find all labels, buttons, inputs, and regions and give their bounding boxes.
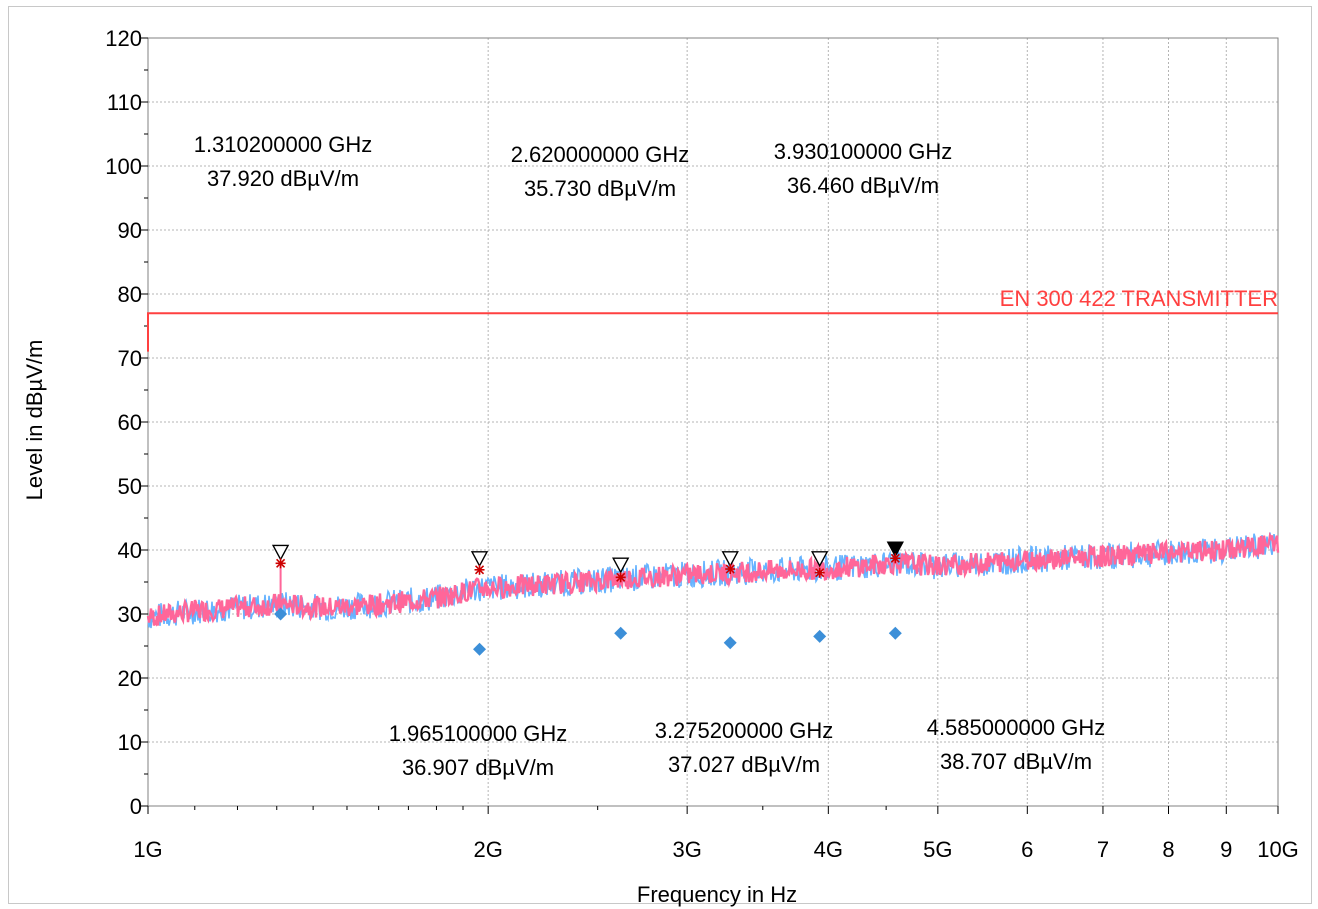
star-marker	[474, 564, 485, 575]
y-tick-label: 20	[118, 666, 142, 691]
diamond-marker	[813, 629, 827, 643]
annotation-freq: 3.930100000 GHz	[774, 139, 953, 164]
x-tick-label: 8	[1162, 837, 1174, 862]
x-axis-label: Frequency in Hz	[637, 882, 797, 907]
annotation-level: 36.460 dBµV/m	[787, 173, 939, 198]
chart-frame	[8, 6, 1312, 904]
y-tick-label: 60	[118, 410, 142, 435]
marker-annotations: 1.310200000 GHz 37.920 dBµV/m 2.62000000…	[194, 132, 1106, 780]
annotation-freq: 3.275200000 GHz	[655, 718, 834, 743]
peak-marker	[612, 557, 630, 574]
limit-line-path	[147, 312, 1278, 352]
y-tick-label: 70	[118, 346, 142, 371]
star-marker	[814, 567, 825, 578]
star-marker-stroke	[815, 568, 825, 578]
y-tick-label: 50	[118, 474, 142, 499]
y-tick-label: 10	[118, 730, 142, 755]
annotation-level: 38.707 dBµV/m	[940, 749, 1092, 774]
peak-marker	[811, 551, 829, 568]
x-tick-label: 9	[1220, 837, 1232, 862]
annotation-level: 37.920 dBµV/m	[207, 166, 359, 191]
peak-marker	[470, 551, 489, 568]
x-tick-label: 3G	[672, 837, 701, 862]
y-axis-label: Level in dBµV/m	[22, 340, 47, 501]
diamond-marker	[888, 626, 902, 640]
annotation-freq: 1.965100000 GHz	[389, 721, 568, 746]
peak-marker	[271, 544, 290, 561]
annotation-level: 37.027 dBµV/m	[668, 752, 820, 777]
limit-line-label: EN 300 422 TRANSMITTER	[1000, 286, 1278, 311]
x-tick-label: 4G	[814, 837, 843, 862]
diamond-marker	[473, 642, 487, 656]
axes: 0 10 20 30 40 50 60 70 80 90 100 110 120 1G 2G 3G 4G 5G 6 7…	[105, 26, 1299, 862]
series	[146, 531, 1280, 629]
x-tick-label: 7	[1097, 837, 1109, 862]
star-marker-stroke	[474, 565, 485, 575]
diamond-marker	[614, 626, 628, 640]
y-tick-label: 30	[118, 602, 142, 627]
limit-line: EN 300 422 TRANSMITTER	[147, 286, 1278, 352]
x-tick-label: 6	[1021, 837, 1033, 862]
y-tick-label: 90	[118, 218, 142, 243]
trace	[146, 531, 1280, 627]
star-marker	[275, 558, 286, 569]
x-tick-label: 2G	[473, 837, 502, 862]
y-tick-label: 120	[105, 26, 142, 51]
star-marker-stroke	[276, 558, 286, 568]
x-tick-label: 1G	[133, 837, 162, 862]
y-tick-label: 80	[118, 282, 142, 307]
x-tick-label: 5G	[923, 837, 952, 862]
star-marker-stroke	[890, 553, 900, 563]
y-tick-label: 100	[105, 154, 142, 179]
y-tick-label: 110	[107, 90, 142, 115]
y-tick-label: 40	[118, 538, 142, 563]
x-tick-label: 10G	[1257, 837, 1299, 862]
annotation-level: 35.730 dBµV/m	[524, 176, 676, 201]
star-marker	[890, 553, 901, 564]
annotation-level: 36.907 dBµV/m	[402, 755, 554, 780]
peak-marker	[886, 541, 904, 558]
star-marker	[725, 564, 736, 575]
diamond-marker	[723, 636, 737, 650]
star-marker-stroke	[725, 564, 735, 574]
peak-marker	[721, 551, 739, 568]
annotation-freq: 1.310200000 GHz	[194, 132, 373, 157]
annotation-freq: 2.620000000 GHz	[511, 142, 690, 167]
star-marker	[615, 572, 626, 583]
annotation-freq: 4.585000000 GHz	[927, 715, 1106, 740]
star-marker-stroke	[616, 572, 626, 582]
diamond-marker	[274, 607, 288, 621]
y-tick-label: 0	[130, 794, 142, 819]
markers	[271, 541, 904, 656]
